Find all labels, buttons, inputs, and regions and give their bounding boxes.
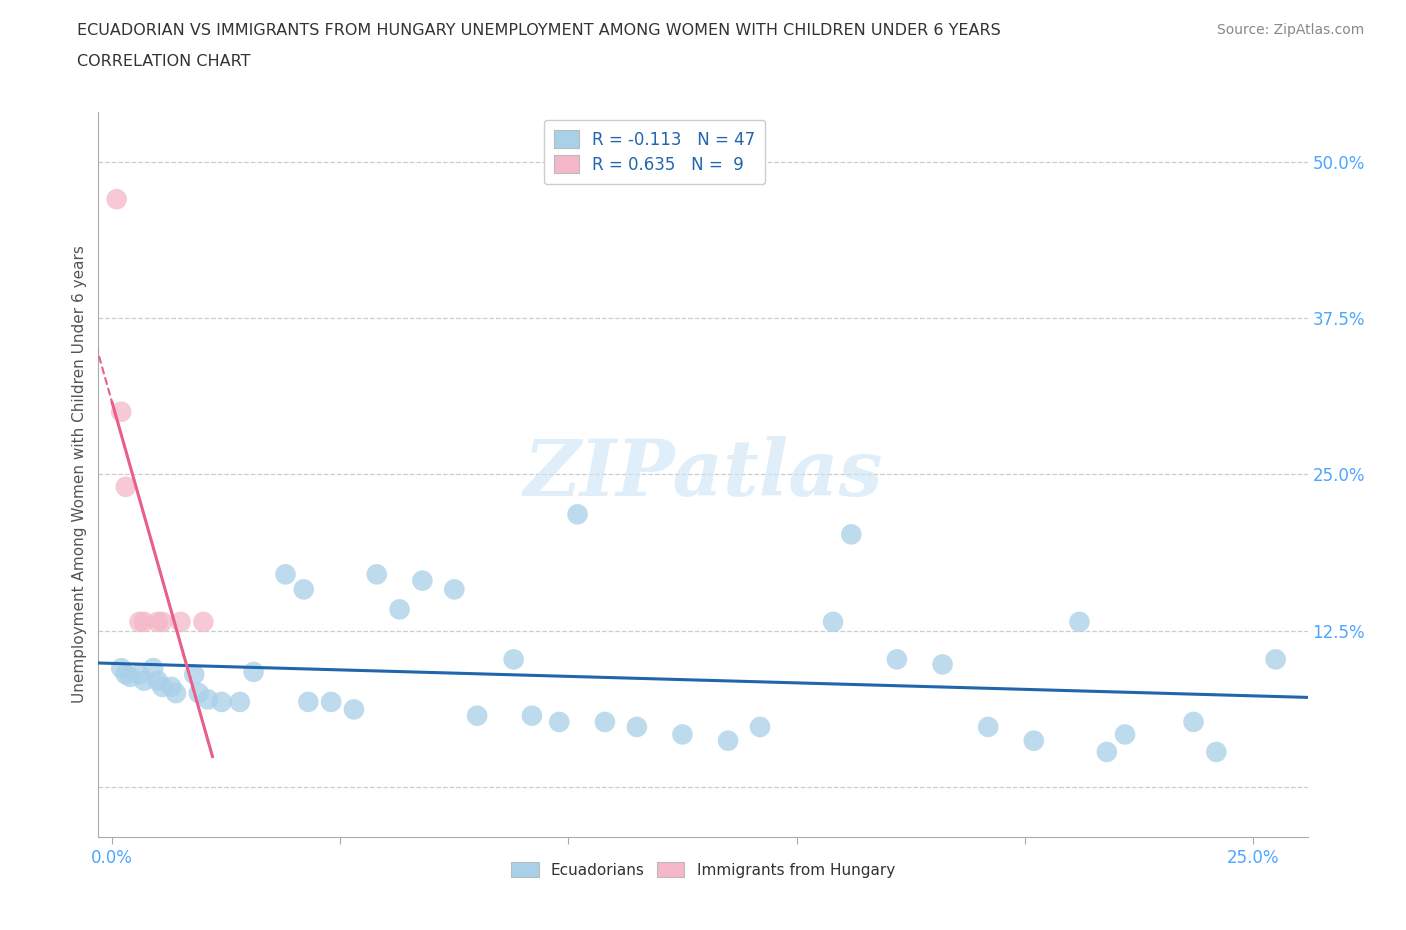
Point [274,567,297,582]
Text: CORRELATION CHART: CORRELATION CHART [77,54,250,69]
Point [142,660,165,675]
Point [150,615,173,630]
Point [292,582,315,597]
Point [502,652,524,667]
Point [169,615,191,630]
Point [229,695,252,710]
Point [128,667,150,682]
Point [343,702,366,717]
Point [242,664,264,679]
Point [187,685,209,700]
Point [114,667,136,682]
Point [132,615,155,630]
Point [146,673,169,688]
Point [1205,745,1227,760]
Point [749,720,772,735]
Legend: Ecuadorians, Immigrants from Hungary: Ecuadorians, Immigrants from Hungary [505,856,901,884]
Text: ZIPatlas: ZIPatlas [523,436,883,512]
Point [366,567,388,582]
Point [110,405,132,419]
Point [839,527,862,542]
Point [388,602,411,617]
Point [593,714,616,729]
Point [671,727,693,742]
Point [886,652,908,667]
Text: Source: ZipAtlas.com: Source: ZipAtlas.com [1216,23,1364,37]
Point [197,692,219,707]
Point [150,680,173,695]
Point [132,673,155,688]
Point [297,695,319,710]
Point [146,615,169,630]
Point [110,660,132,675]
Point [717,733,740,748]
Point [105,192,128,206]
Point [548,714,571,729]
Point [1182,714,1205,729]
Point [567,507,589,522]
Point [1264,652,1286,667]
Point [165,685,187,700]
Text: ECUADORIAN VS IMMIGRANTS FROM HUNGARY UNEMPLOYMENT AMONG WOMEN WITH CHILDREN UND: ECUADORIAN VS IMMIGRANTS FROM HUNGARY UN… [77,23,1001,38]
Point [128,615,150,630]
Point [821,615,844,630]
Point [626,720,648,735]
Y-axis label: Unemployment Among Women with Children Under 6 years: Unemployment Among Women with Children U… [72,246,87,703]
Point [1069,615,1091,630]
Point [1114,727,1136,742]
Point [114,479,136,494]
Point [1022,733,1045,748]
Point [160,680,183,695]
Point [977,720,1000,735]
Point [120,670,142,684]
Point [465,709,488,724]
Point [520,709,543,724]
Point [183,667,205,682]
Point [193,615,215,630]
Point [211,695,233,710]
Point [321,695,343,710]
Point [931,657,953,671]
Point [1095,745,1118,760]
Point [411,573,433,588]
Point [443,582,465,597]
